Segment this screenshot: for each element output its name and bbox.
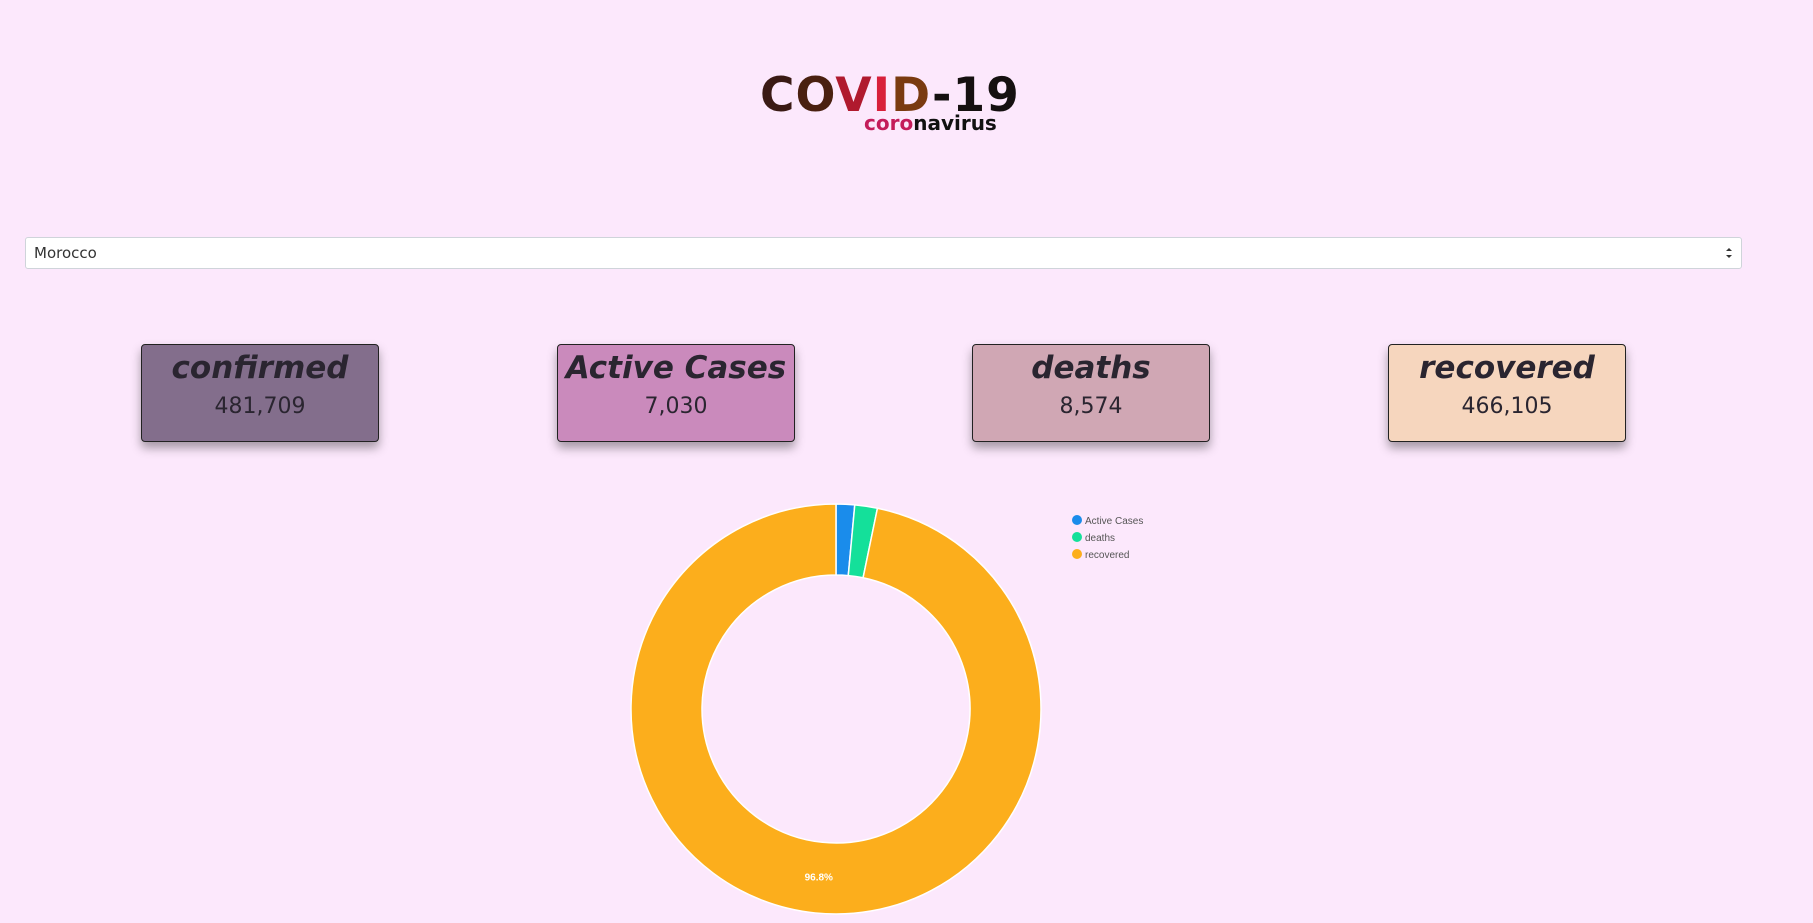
select-arrows-icon — [1726, 248, 1732, 258]
logo-subtitle: coronavirus — [864, 111, 997, 135]
recovered-card: recovered 466,105 — [1388, 344, 1626, 442]
legend-label[interactable]: recovered — [1085, 550, 1129, 561]
chart-slice-labels: 96.8% — [805, 873, 833, 884]
slice-recovered[interactable] — [630, 503, 1042, 915]
active-cases-card: Active Cases 7,030 — [557, 344, 795, 442]
legend-marker — [1072, 532, 1082, 542]
legend-label[interactable]: deaths — [1085, 533, 1115, 544]
country-select-value: Morocco — [34, 244, 97, 262]
confirmed-title: confirmed — [171, 350, 349, 386]
chart-slices — [630, 503, 1042, 915]
country-select[interactable]: Morocco — [25, 237, 1742, 269]
deaths-card: deaths 8,574 — [972, 344, 1210, 442]
covid-logo: COVID-19 coronavirus — [760, 68, 1019, 138]
recovered-title: recovered — [1419, 350, 1595, 386]
slice-label: 96.8% — [805, 873, 833, 884]
deaths-value: 8,574 — [1059, 394, 1123, 419]
active-cases-value: 7,030 — [644, 394, 708, 419]
deaths-title: deaths — [1031, 350, 1151, 386]
doughnut-chart: 96.8% Active Cases deaths recovered — [630, 503, 1143, 915]
legend-marker — [1072, 549, 1082, 559]
confirmed-value: 481,709 — [214, 394, 306, 419]
active-cases-title: Active Cases — [565, 350, 787, 386]
legend-label[interactable]: Active Cases — [1085, 516, 1143, 527]
logo-title: COVID-19 — [760, 68, 1020, 123]
confirmed-card: confirmed 481,709 — [141, 344, 379, 442]
recovered-value: 466,105 — [1461, 394, 1553, 419]
legend-marker — [1072, 515, 1082, 525]
chart-legend: Active Cases deaths recovered — [1072, 515, 1143, 561]
